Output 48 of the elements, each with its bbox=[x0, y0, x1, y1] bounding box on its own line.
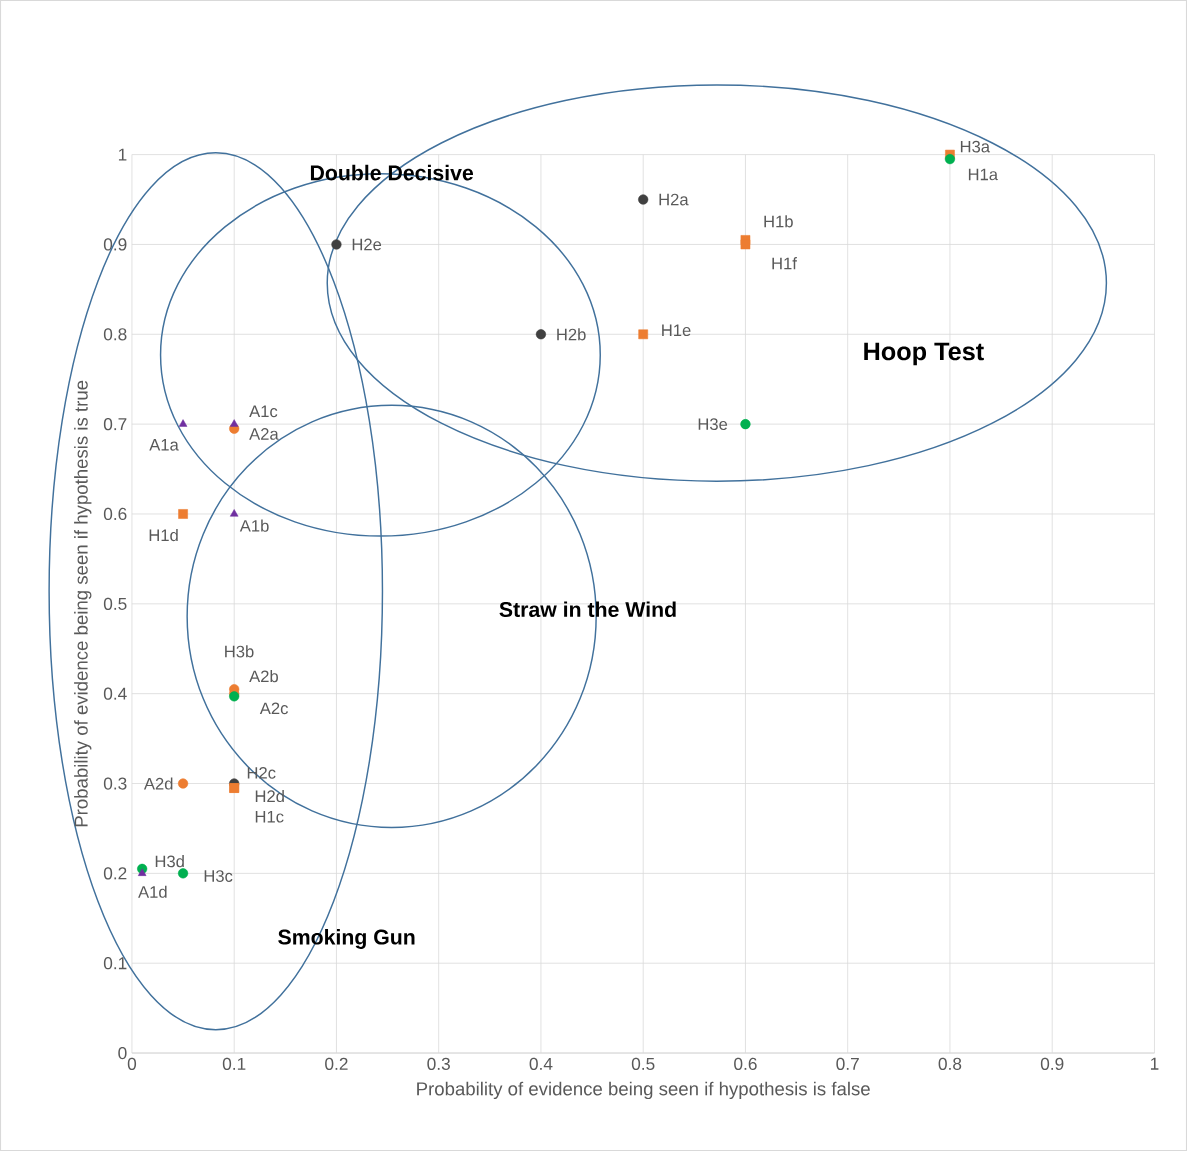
x-tick-label: 0.1 bbox=[222, 1057, 246, 1070]
annotation: H1b bbox=[764, 215, 793, 228]
annotation: H2a bbox=[659, 193, 689, 206]
x-tick-label: 0.2 bbox=[325, 1057, 348, 1070]
x-tick-label: 0.7 bbox=[836, 1057, 859, 1070]
annotation: H3c bbox=[204, 870, 233, 882]
annotation: A1a bbox=[149, 439, 179, 451]
y-tick-label: 0.1 bbox=[103, 957, 127, 970]
annotation: A1c bbox=[249, 405, 278, 418]
x-tick-label: 0.3 bbox=[427, 1057, 450, 1070]
annotation: H2b bbox=[557, 328, 586, 341]
annotation: H3b bbox=[225, 645, 254, 658]
annotation: H2e bbox=[352, 238, 382, 251]
annotation: H1a bbox=[968, 168, 999, 181]
x-tick-label: 0.4 bbox=[529, 1057, 553, 1070]
annotation: A1d bbox=[138, 885, 167, 898]
y-tick-label: 0.5 bbox=[103, 597, 127, 610]
annotation: A1b bbox=[239, 519, 269, 532]
x-tick-label: 0.8 bbox=[938, 1057, 962, 1070]
y-tick-label: 0.6 bbox=[103, 507, 127, 521]
annotation: A2d bbox=[143, 777, 173, 790]
x-tick-label: 0.6 bbox=[734, 1057, 757, 1070]
y-axis-title: Probability of evidence being seen if hypothesis is true bbox=[74, 380, 92, 827]
annotation: H3a bbox=[960, 140, 991, 153]
annotation: H3d bbox=[155, 855, 184, 868]
annotation: H1e bbox=[662, 324, 691, 337]
annotation: H1c bbox=[255, 810, 284, 823]
y-tick-label: 1 bbox=[118, 148, 127, 161]
y-tick-label: 0.4 bbox=[103, 687, 127, 700]
y-tick-label: 0.7 bbox=[103, 418, 127, 431]
x-tick-label: 0.5 bbox=[631, 1057, 655, 1070]
annotation: H1d bbox=[149, 528, 178, 542]
y-tick-label: 0.8 bbox=[103, 328, 127, 341]
annotation: A2a bbox=[249, 428, 279, 440]
annotation: H2d bbox=[255, 789, 284, 803]
x-tick-label: 0 bbox=[127, 1057, 137, 1070]
x-tick-label: 1 bbox=[1150, 1057, 1159, 1070]
x-axis-title: Probability of evidence being seen if hypothesis is false bbox=[417, 1081, 870, 1100]
annotation: H1f bbox=[772, 257, 797, 270]
annotation: A2c bbox=[259, 702, 288, 715]
x-tick-label: 0.9 bbox=[1040, 1057, 1064, 1070]
y-tick-label: 0.2 bbox=[103, 867, 127, 880]
y-tick-label: 0.3 bbox=[103, 777, 127, 790]
annotation: H3e bbox=[698, 418, 728, 431]
annotation: Straw in the Wind bbox=[499, 601, 676, 618]
annotation: A2b bbox=[249, 670, 278, 683]
y-tick-label: 0 bbox=[118, 1046, 127, 1060]
annotation: Hoop Test bbox=[864, 342, 984, 366]
